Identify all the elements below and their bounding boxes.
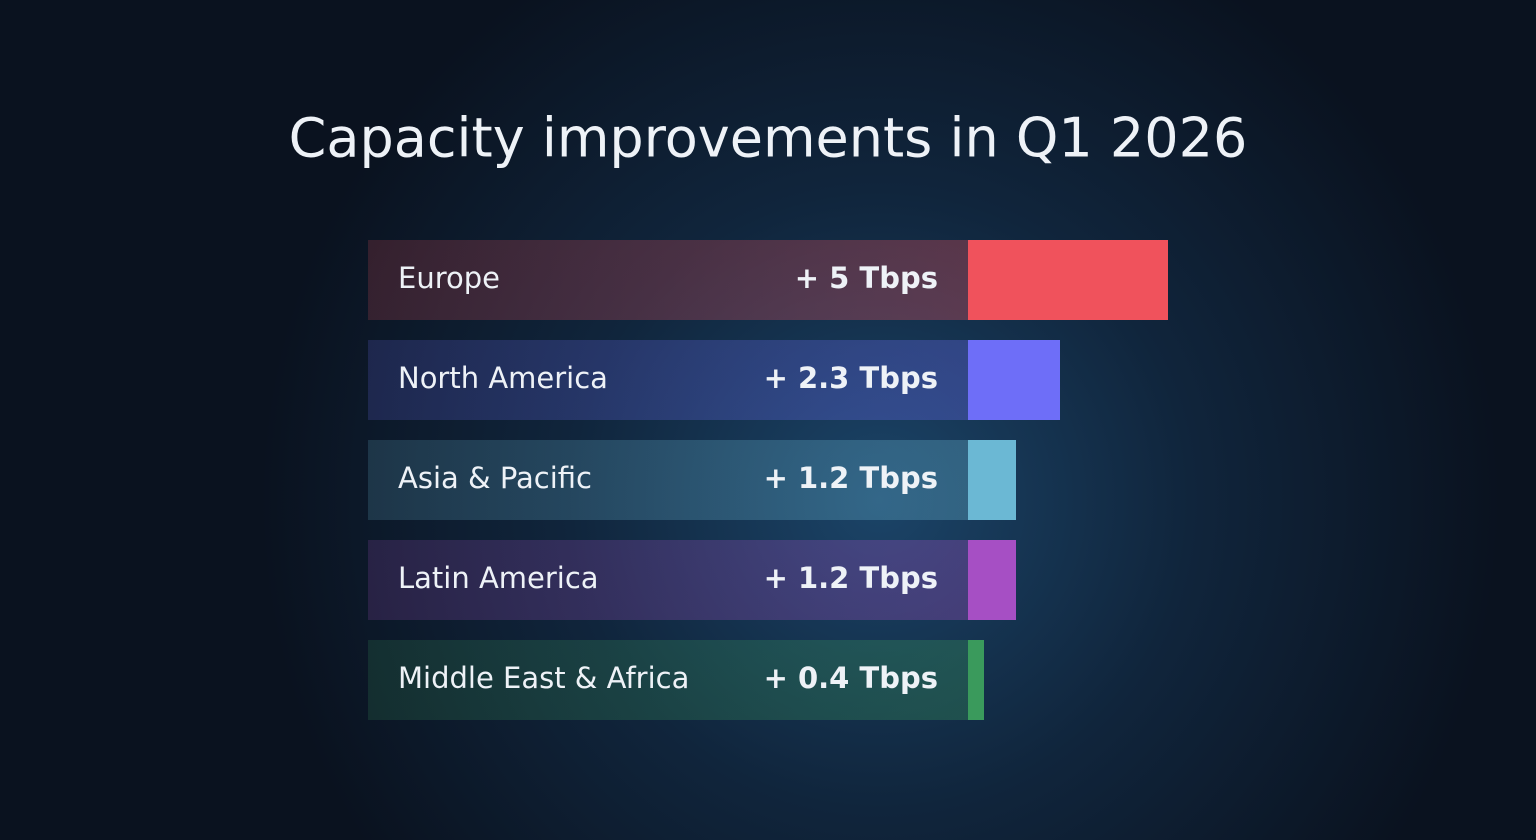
bar [968,240,1168,320]
value-label: + 0.4 Tbps [764,661,938,695]
value-label: + 5 Tbps [795,261,938,295]
chart-title: Capacity improvements in Q1 2026 [289,107,1248,170]
value-label: + 2.3 Tbps [764,361,938,395]
row-panel [368,240,968,320]
bar [968,540,1016,620]
row-panel [368,440,968,520]
bar [968,340,1060,420]
category-label: Middle East & Africa [398,661,689,695]
row-panel [368,640,968,720]
bar [968,640,984,720]
row-panel [368,340,968,420]
category-label: North America [398,361,608,395]
bar [968,440,1016,520]
value-label: + 1.2 Tbps [764,561,938,595]
category-label: Latin America [398,561,599,595]
value-label: + 1.2 Tbps [764,461,938,495]
category-label: Asia & Pacific [398,461,592,495]
row-panel [368,540,968,620]
category-label: Europe [398,261,500,295]
